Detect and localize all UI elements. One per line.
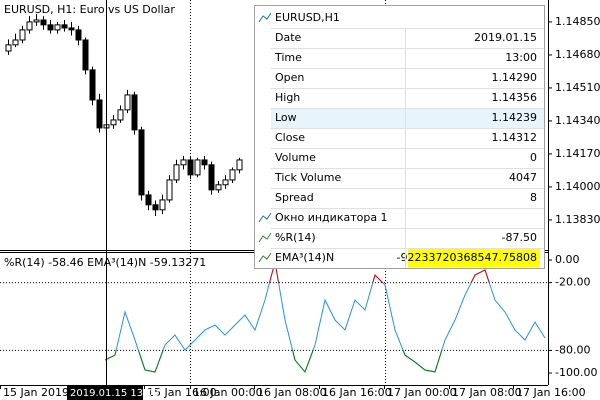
row-label: Окно индикатора 1 [275, 211, 388, 224]
indicator-title: %R(14) -58.46 EMA³(14)N -59.13271 [4, 256, 206, 269]
y-tick-label: 1.14170 [555, 147, 600, 160]
candle-body [152, 204, 159, 211]
candle-body [215, 184, 222, 191]
candle-body [68, 27, 75, 31]
row-value: 1.14312 [492, 131, 538, 144]
row-label: Time [274, 51, 302, 64]
candle-body [33, 19, 40, 23]
y-tick-label: 1.14510 [555, 81, 600, 94]
candle-body [47, 24, 54, 31]
row-value: 8 [530, 191, 537, 204]
data-window: EURUSD,H1 Date 2019.01.15 Time 13:00 Open 1.14… [254, 5, 545, 269]
data-window-title: EURUSD,H1 [275, 11, 340, 24]
crosshair-time-box [67, 386, 143, 400]
candle-body [124, 94, 131, 111]
candle-body [222, 179, 229, 186]
y-tick-label: 1.14340 [555, 114, 600, 127]
line-icon [258, 252, 272, 263]
row-value: 2019.01.15 [474, 31, 537, 44]
crosshair-time: 2019.01.15 13:00 [70, 388, 159, 399]
row-value: 4047 [509, 171, 537, 184]
candle-body [54, 24, 61, 31]
candle-body [12, 39, 19, 46]
candle-body [173, 164, 180, 181]
row-label: Close [275, 131, 305, 144]
y-tick-label: 1.14000 [555, 180, 600, 193]
candle-body [166, 179, 173, 201]
value-highlight [408, 249, 540, 267]
candle-body [138, 129, 145, 196]
window-title: EURUSD, H1: Euro vs US Dollar [4, 3, 175, 16]
candle-body [180, 159, 187, 166]
row-label: %R(14) [275, 231, 316, 244]
row-label: Tick Volume [274, 171, 341, 184]
candle-body [131, 94, 138, 131]
row-label: EMA³(14)N [275, 251, 334, 264]
row-highlight [271, 109, 544, 128]
row-value: -92233720368547.75808 [397, 251, 537, 264]
row-value: 0 [530, 151, 537, 164]
candle-body [75, 29, 82, 41]
x-tick-label: 15 Jan 2019 [3, 386, 69, 399]
candle-body [5, 44, 12, 52]
row-value: -87.50 [502, 231, 537, 244]
x-tick-label: 16 Jan 00:00 [193, 386, 263, 399]
y-tick-label: 1.14850 [555, 15, 600, 28]
x-tick-label: 17 Jan 08:00 [452, 386, 522, 399]
y-tick-label: -100.00 [555, 366, 597, 379]
candle-body [40, 19, 47, 26]
candle-body [187, 159, 194, 176]
candle-body [236, 159, 243, 171]
row-label: Open [275, 71, 304, 84]
candle-body [61, 24, 68, 29]
candle-body [82, 39, 89, 71]
row-label: High [275, 91, 300, 104]
y-tick-label: 1.13830 [555, 213, 600, 226]
candle-body [26, 21, 33, 31]
row-label: Date [275, 31, 302, 44]
candle-body [110, 119, 117, 126]
y-tick-label: -20.00 [555, 276, 590, 289]
x-tick-label: 15 Jan 16:00 [147, 386, 217, 399]
x-tick-label: 17 Jan 16:00 [516, 386, 586, 399]
row-label: Volume [275, 151, 316, 164]
candle-body [201, 159, 208, 166]
row-value: 1.14290 [492, 71, 538, 84]
row-value: 1.14239 [492, 111, 538, 124]
line-icon [258, 232, 272, 243]
candle-body [229, 169, 236, 181]
candle-body [96, 99, 103, 129]
candle-body [19, 29, 26, 41]
chart-icon [258, 12, 272, 23]
data-window-frame [254, 5, 545, 269]
candle-body [194, 159, 201, 176]
candle-body [208, 164, 215, 191]
y-tick-label: 1.14680 [555, 48, 600, 61]
row-value: 13:00 [505, 51, 537, 64]
candle-body [159, 199, 166, 211]
y-tick-label: 0.00 [555, 253, 580, 266]
x-tick-label: 16 Jan 16:00 [322, 386, 392, 399]
candle-body [145, 194, 152, 206]
x-tick-label: 17 Jan 00:00 [387, 386, 457, 399]
indicator-icon [258, 212, 272, 223]
row-label: Spread [275, 191, 314, 204]
x-tick-label: 16 Jan 08:00 [257, 386, 327, 399]
row-value: 1.14356 [492, 91, 538, 104]
y-tick-label: -80.00 [555, 343, 590, 356]
indicator-line-upper [269, 261, 490, 283]
candle-body [117, 109, 124, 121]
plot-layer [0, 0, 548, 385]
candle-body [89, 69, 96, 101]
row-label: Low [275, 111, 297, 124]
